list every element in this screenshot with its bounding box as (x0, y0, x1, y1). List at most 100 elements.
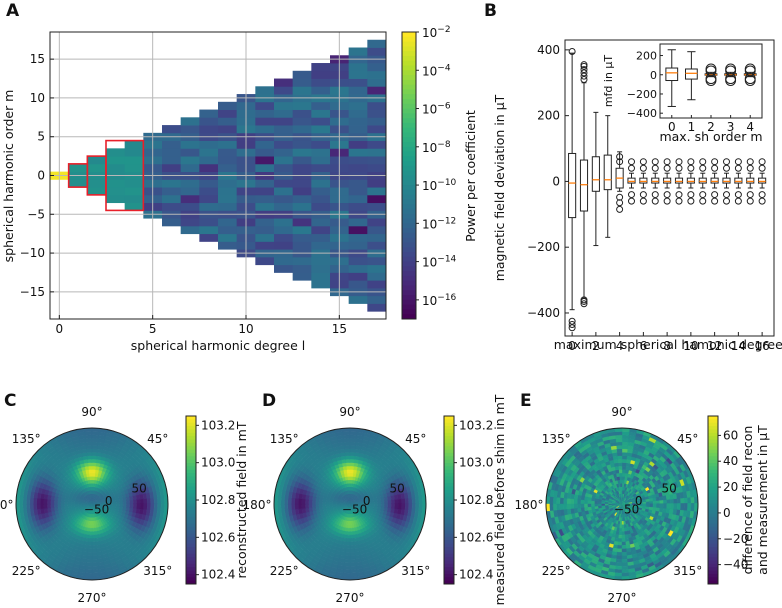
heatmap-cell (348, 70, 368, 79)
boxplot-flier (746, 158, 754, 166)
heatmap-cell (292, 117, 312, 126)
heatmap-cell (311, 179, 331, 188)
heatmap-cell (311, 264, 331, 273)
heatmap-cell (124, 156, 144, 165)
heatmap-cell (199, 163, 219, 173)
polar-colorbar-segment (444, 503, 454, 508)
heatmap-cell (367, 39, 387, 48)
polar-colorbar-segment (444, 456, 454, 461)
boxplot-flier (734, 191, 742, 199)
heatmap-cell (367, 264, 387, 273)
heatmap-cell (292, 109, 312, 118)
polar-cell (663, 503, 668, 509)
boxplot-flier (734, 158, 742, 166)
colorbar-tick-label-base: 10 (422, 256, 437, 270)
polar-cell (621, 451, 628, 457)
heatmap-cell (367, 148, 387, 157)
heatmap-cell (218, 241, 238, 250)
polar-colorbar-tick-label: 103.0 (459, 456, 493, 470)
polar-cell (621, 465, 626, 470)
boxplot-flier (616, 158, 624, 166)
colorbar-tick-label-exp: −14 (437, 255, 456, 265)
polar-cell (150, 503, 155, 511)
boxplot-x-tick-label: 14 (731, 339, 746, 353)
inset-box (665, 67, 679, 82)
polar-colorbar-segment (444, 570, 454, 575)
heatmap-cell (218, 194, 238, 204)
polar-colorbar-segment (444, 560, 454, 565)
heatmap-cell (218, 148, 238, 157)
heatmap-cell (274, 233, 294, 242)
colorbar-segment (402, 185, 416, 191)
heatmap-x-tick-label: 5 (149, 322, 157, 336)
heatmap-cell (255, 117, 275, 126)
boxplot-box (568, 152, 577, 219)
polar-cell (394, 503, 399, 509)
heatmap-cell (348, 117, 368, 126)
heatmap-cell (292, 264, 312, 273)
boxplot-flier (758, 197, 766, 205)
heatmap-cell (348, 272, 368, 281)
heatmap-cell (162, 179, 182, 188)
heatmap-cell (255, 156, 275, 165)
heatmap-cell (199, 109, 219, 118)
polar-colorbar-segment (186, 416, 196, 420)
polar-cell (621, 438, 629, 443)
polar-cell (280, 497, 285, 505)
polar-colorbar-tick-label: 102.8 (201, 493, 235, 507)
heatmap-cell (218, 225, 238, 235)
polar-colorbar-segment (186, 560, 196, 565)
panel-e-polar: 90°45°135°180°225°270°315°500−506040200−… (515, 405, 770, 605)
polar-colorbar-segment (444, 526, 454, 531)
colorbar-tick-label: 10−6 (422, 102, 451, 117)
colorbar-segment (402, 208, 416, 215)
polar-cell (344, 555, 351, 560)
polar-cell (676, 503, 681, 510)
boxplot-flier (687, 197, 695, 205)
polar-cell (136, 503, 141, 509)
boxplot-box (698, 177, 707, 184)
heatmap-cell (274, 225, 294, 235)
polar-cell (349, 451, 356, 457)
polar-cell (344, 558, 351, 563)
polar-angle-label: 90° (339, 405, 360, 419)
polar-cell (146, 503, 151, 510)
polar-colorbar-segment (186, 442, 196, 447)
polar-angle-label: 45° (405, 432, 426, 446)
heatmap-cell (311, 225, 331, 235)
heatmap-cell (106, 156, 126, 165)
colorbar-segment (402, 180, 416, 186)
polar-colorbar-segment (186, 446, 196, 451)
colorbar-segment (402, 256, 416, 263)
heatmap-cell (255, 218, 275, 227)
colorbar-segment (402, 55, 416, 62)
colorbar-segment (402, 98, 416, 105)
polar-cell (91, 431, 100, 436)
boxplot-flier (699, 164, 707, 172)
colorbar-segment (402, 170, 416, 176)
polar-colorbar-segment (444, 510, 454, 514)
boxplot-flier (651, 164, 659, 172)
colorbar-segment (402, 127, 416, 133)
boxplot-x-tick-label: 8 (663, 339, 671, 353)
polar-colorbar-segment (186, 577, 196, 582)
heatmap-cell (292, 156, 312, 165)
colorbar-segment (402, 266, 416, 272)
polar-cell (621, 448, 628, 453)
colorbar-segment (402, 60, 416, 66)
heatmap-cell (292, 256, 312, 266)
boxplot-flier (568, 317, 576, 325)
polar-colorbar-segment (444, 429, 454, 434)
polar-colorbar-segment (186, 476, 196, 481)
polar-colorbar-segment (444, 530, 454, 535)
boxplot-flier (675, 197, 683, 205)
polar-colorbar-segment (444, 540, 454, 545)
polar-colorbar-segment (186, 543, 196, 548)
heatmap-cell (311, 86, 331, 95)
colorbar-segment (402, 65, 416, 71)
polar-cell (112, 503, 117, 507)
colorbar-tick-label-exp: −10 (437, 178, 456, 188)
heatmap-cell (218, 187, 238, 196)
polar-cell (91, 469, 96, 474)
colorbar-segment (402, 151, 416, 157)
